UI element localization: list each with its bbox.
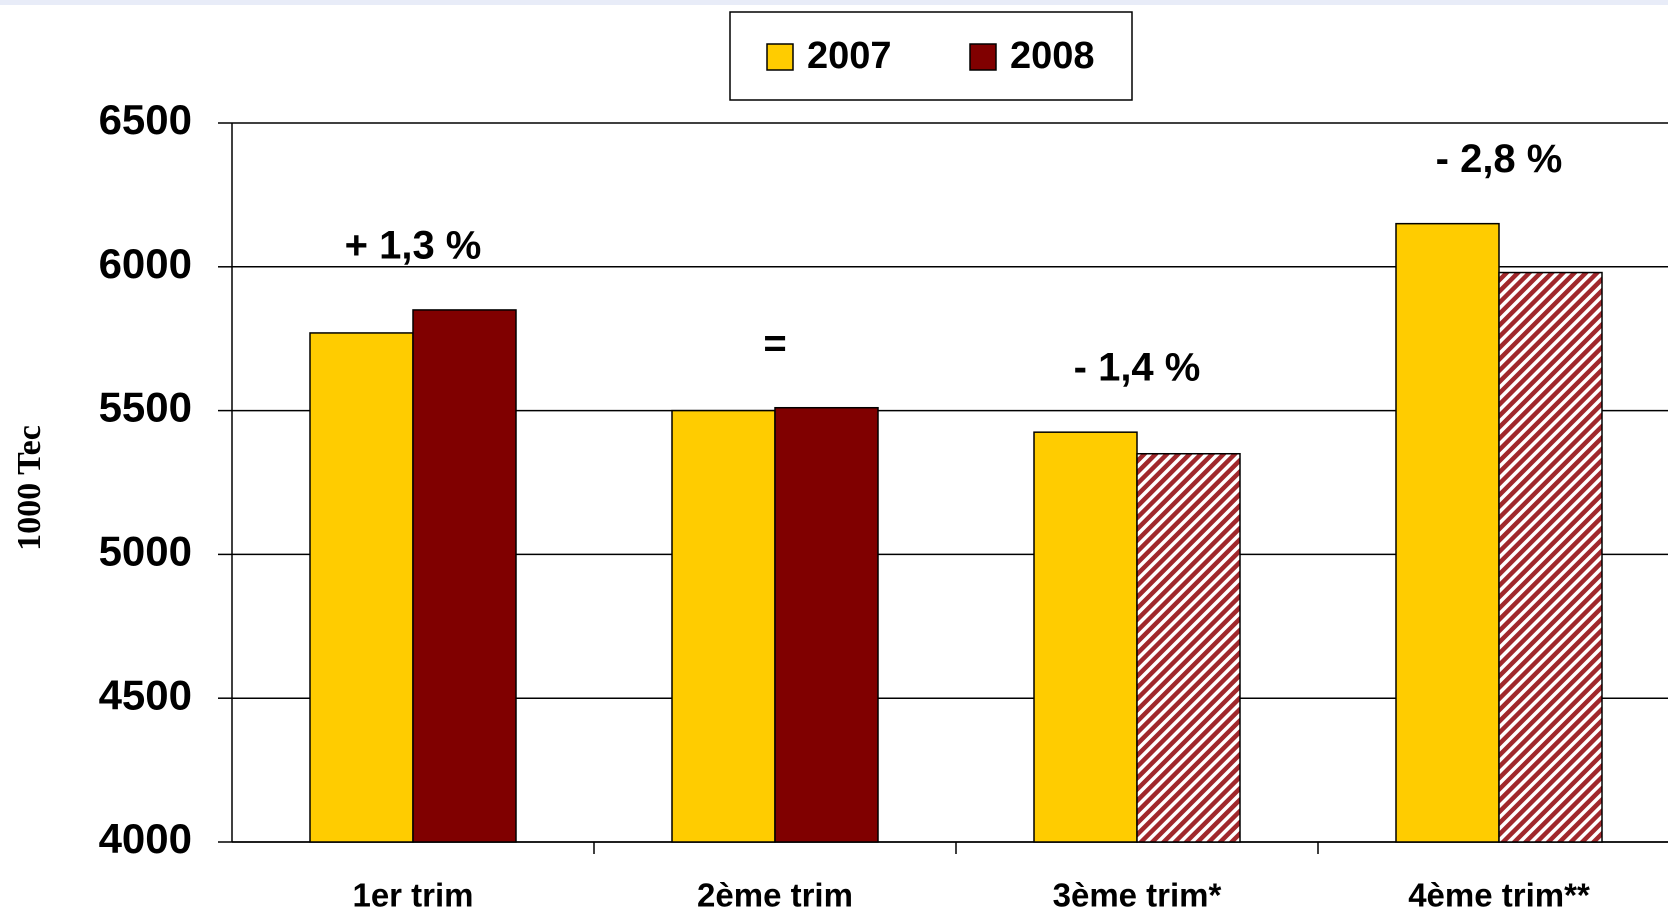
bar <box>774 406 879 843</box>
legend <box>729 11 1133 101</box>
bar <box>1395 222 1500 843</box>
x-tick-label: 2ème trim <box>697 877 853 914</box>
y-tick-label: 4000 <box>99 815 192 862</box>
x-tick-label: 3ème trim* <box>1053 877 1222 914</box>
y-tick-label: 6000 <box>99 240 192 287</box>
annotation: + 1,3 % <box>345 224 482 268</box>
y-tick-label: 5500 <box>99 384 192 431</box>
annotation: = <box>763 321 786 365</box>
y-tick-label: 5000 <box>99 527 192 574</box>
legend-box <box>729 11 1133 101</box>
annotation: - 2,8 % <box>1436 137 1563 181</box>
bar <box>1498 271 1603 843</box>
x-tick-label: 1er trim <box>352 877 473 914</box>
y-tick-label: 4500 <box>99 671 192 718</box>
bar <box>309 332 414 843</box>
top-strip <box>0 0 1668 5</box>
legend-label: 2007 <box>807 35 892 77</box>
bar <box>1136 452 1241 843</box>
bar <box>1033 431 1138 843</box>
y-tick-label: 6500 <box>99 96 192 143</box>
legend-swatch <box>766 43 794 71</box>
x-tick-label: 4ème trim** <box>1408 877 1590 914</box>
y-axis-label: 1000 Tec <box>11 425 48 551</box>
bar <box>671 409 776 843</box>
legend-swatch <box>969 43 997 71</box>
legend-label: 2008 <box>1010 35 1095 77</box>
annotation: - 1,4 % <box>1074 346 1201 390</box>
bar <box>412 309 517 843</box>
